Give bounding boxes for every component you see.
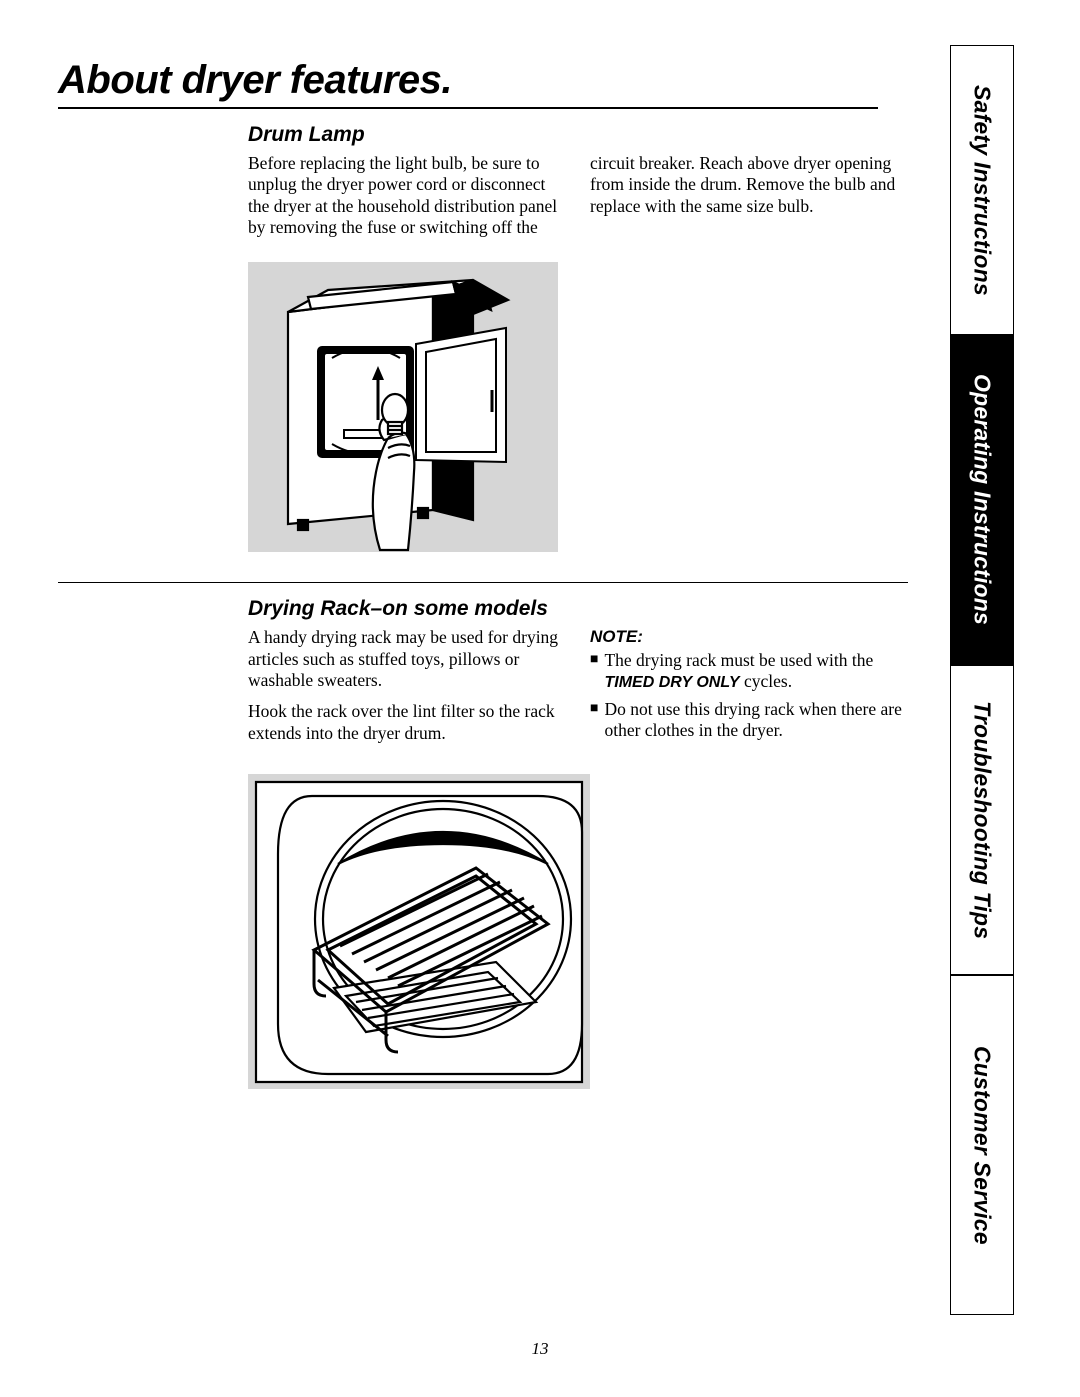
side-tab-strip: Safety Instructions Operating Instructio… (950, 45, 1014, 1315)
bullet-item: ■ The drying rack must be used with the … (590, 650, 908, 693)
timed-dry-only-label: TIMED DRY ONLY (604, 674, 739, 691)
body-text: Hook the rack over the lint filter so th… (248, 701, 566, 744)
col-right: circuit breaker. Reach above dryer openi… (590, 153, 908, 248)
manual-page: Safety Instructions Operating Instructio… (0, 0, 1080, 1397)
col-right: NOTE: ■ The drying rack must be used wit… (590, 627, 908, 754)
col-left: A handy drying rack may be used for dryi… (248, 627, 566, 754)
tab-troubleshooting-tips[interactable]: Troubleshooting Tips (951, 665, 1013, 975)
body-text: A handy drying rack may be used for dryi… (248, 627, 566, 691)
tab-customer-service[interactable]: Customer Service (951, 975, 1013, 1315)
dryer-lamp-illustration (248, 262, 558, 552)
bullet-square-icon: ■ (590, 699, 598, 742)
tab-safety-instructions[interactable]: Safety Instructions (951, 45, 1013, 335)
subhead-drying-rack: Drying Rack–on some models (248, 597, 908, 621)
page-title: About dryer features. (58, 58, 878, 103)
page-number: 13 (0, 1339, 1080, 1359)
bullet-text: Do not use this drying rack when there a… (604, 699, 908, 742)
drying-rack-illustration (248, 774, 590, 1089)
bullet-square-icon: ■ (590, 650, 598, 693)
body-text: circuit breaker. Reach above dryer openi… (590, 153, 908, 217)
col-left: Before replacing the light bulb, be sure… (248, 153, 566, 248)
subhead-drum-lamp: Drum Lamp (248, 123, 908, 147)
bullet-text: The drying rack must be used with the TI… (604, 650, 908, 693)
bullet-item: ■ Do not use this drying rack when there… (590, 699, 908, 742)
two-column-text: A handy drying rack may be used for dryi… (248, 627, 908, 754)
section-drum-lamp: Drum Lamp Before replacing the light bul… (248, 109, 908, 552)
bullet-text-part: cycles. (740, 671, 792, 691)
two-column-text: Before replacing the light bulb, be sure… (248, 153, 908, 248)
section-drying-rack: Drying Rack–on some models A handy dryin… (248, 583, 908, 1089)
body-text: Before replacing the light bulb, be sure… (248, 153, 566, 238)
note-heading: NOTE: (590, 627, 908, 648)
content-area: About dryer features. Drum Lamp Before r… (58, 58, 878, 1089)
bullet-text-part: The drying rack must be used with the (604, 650, 873, 670)
tab-operating-instructions[interactable]: Operating Instructions (951, 335, 1013, 665)
